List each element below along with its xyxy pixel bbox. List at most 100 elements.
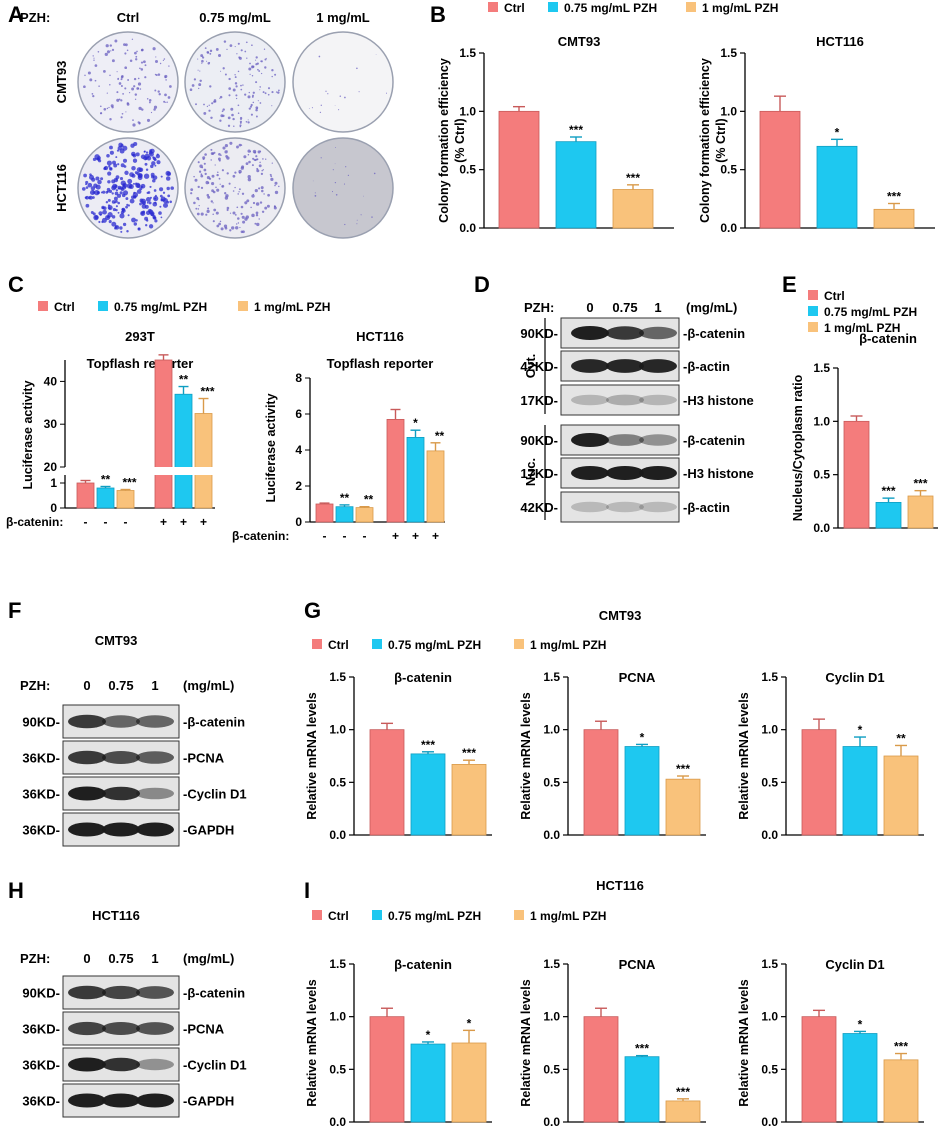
bar-ctrl [498,110,540,229]
y-tick-label: 1.0 [329,1010,346,1024]
colony-dot [137,77,140,80]
colony-dot [235,94,238,97]
colony-dot [256,222,260,227]
colony-dot [100,191,103,194]
colony-dot [253,151,257,154]
colony-dot [165,170,171,176]
colony-dot [226,48,228,51]
pzh-label: PZH: [20,10,50,25]
legend-swatch-ctrl [312,910,322,920]
treatment-sign: - [124,515,128,529]
protein-label: -β-catenin [683,433,745,448]
y-tick-label: 8 [295,371,302,385]
colony-dot [111,192,114,195]
colony-dot [212,202,214,204]
colony-plate [184,31,286,133]
y-tick-label: 1.0 [543,1010,560,1024]
colony-dot [210,116,213,120]
significance-label: * [858,723,863,737]
bar-1-mg-ml-pzh [883,1059,919,1123]
protein-band [606,501,644,513]
colony-dot [201,56,205,59]
colony-dot [135,152,140,157]
colony-dot [215,47,219,51]
colony-dot [116,91,119,94]
colony-dot [84,74,86,77]
colony-dot [97,156,101,160]
colony-dot [240,212,243,215]
colony-dot [155,60,158,63]
colony-dot [145,210,151,216]
protein-band [571,394,609,406]
protein-label: -β-actin [683,500,730,515]
unit-label: (mg/mL) [183,951,234,966]
colony-dot [189,88,193,91]
colony-dot [95,176,100,181]
protein-label: -H3 histone [683,393,754,408]
protein-band [102,751,140,764]
colony-dot [197,208,200,210]
colony-dot [206,193,210,197]
colony-dot [97,179,102,185]
colony-dot [107,171,112,176]
colony-dot [120,84,123,88]
colony-dot [212,190,216,194]
colony-dot [356,223,358,225]
legend-label-high: 1 mg/mL PZH [530,638,606,652]
colony-dot [102,190,106,194]
colony-dot [229,212,232,214]
colony-dot [251,75,254,77]
colony-dot [222,67,225,70]
legend-swatch-high [686,2,696,12]
panel-letter: D [474,272,490,297]
colony-dot [278,89,280,92]
protein-band [136,1093,174,1108]
colony-dot [205,213,208,216]
colony-dot [108,220,112,224]
y-tick-label: 0.0 [459,221,476,235]
molecular-weight-label: 36KD- [22,1022,60,1037]
unit-label: (mg/mL) [183,678,234,693]
colony-dot [92,94,95,98]
colony-dot [148,99,152,102]
colony-dot [127,178,133,184]
colony-dot [198,170,202,173]
panel-letter: I [304,878,310,903]
protein-band [639,501,677,513]
colony-dot [240,144,243,146]
y-axis-label: Relative mRNA levels [519,979,533,1106]
colony-dot [140,154,146,160]
protein-band [102,1057,140,1072]
colony-dot [204,47,207,49]
protein-band [136,787,174,800]
colony-dot [132,119,134,121]
bar-1-mg-ml-pzh [612,189,654,229]
protein-band [68,750,106,765]
colony-dot [244,217,248,221]
colony-plate [292,137,394,239]
colony-dot [147,191,151,194]
panel-letter: B [430,2,446,27]
colony-dot [258,70,261,72]
colony-dot [218,159,221,162]
colony-dot [135,58,138,61]
colony-dot [106,190,109,193]
colony-dot [112,208,116,212]
colony-dot [219,220,222,223]
colony-dot [170,186,174,190]
treatment-sign: + [432,529,439,543]
colony-dot [245,162,249,166]
colony-dot [151,161,156,166]
colony-dot [122,190,129,196]
colony-dot [146,118,151,122]
chart-title: HCT116 [356,329,404,344]
y-tick-label: 0.0 [543,1115,560,1129]
bar-ctrl [583,1016,619,1123]
colony-dot [239,116,243,120]
legend-swatch-ctrl [38,301,48,311]
colony-dot [206,105,209,108]
colony-dot [267,87,271,90]
colony-dot [107,180,111,184]
nucleus-label: Nuc. [523,458,538,486]
